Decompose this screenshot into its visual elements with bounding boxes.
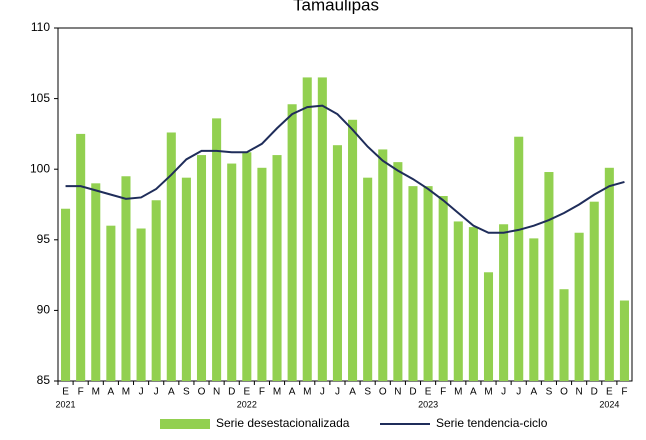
bar [106, 225, 116, 381]
bar [378, 149, 388, 381]
bar [121, 176, 131, 381]
bar [363, 177, 373, 381]
bar [559, 289, 569, 381]
bar [272, 155, 282, 381]
bar [574, 232, 584, 381]
y-tick-label: 85 [37, 373, 51, 387]
bar [544, 172, 554, 381]
bar [166, 132, 176, 381]
legend-label: Serie desestacionalizada [216, 416, 350, 430]
x-group-label: 2023 [418, 399, 438, 409]
x-tick-label: N [213, 387, 220, 398]
bar [287, 104, 297, 382]
x-tick-label: A [289, 387, 296, 398]
y-tick-label: 105 [30, 91, 50, 105]
x-tick-label: S [183, 387, 190, 398]
bar [61, 208, 71, 381]
bar [438, 196, 448, 381]
bar [483, 272, 494, 381]
bar [619, 300, 629, 381]
bar [468, 227, 478, 381]
x-tick-label: M [122, 387, 130, 398]
y-tick-label: 110 [31, 20, 50, 34]
bar [76, 133, 86, 381]
x-tick-label: A [168, 387, 175, 398]
bar [514, 136, 524, 381]
x-tick-label: M [273, 387, 281, 398]
x-tick-label: J [320, 387, 325, 398]
bar [242, 152, 252, 381]
legend-swatch [160, 419, 210, 429]
x-group-label: 2021 [56, 399, 76, 409]
x-tick-label: N [394, 387, 401, 398]
bar [317, 77, 327, 382]
x-tick-label: F [78, 387, 84, 398]
bar [423, 186, 433, 381]
x-tick-label: J [501, 387, 506, 398]
bar [151, 200, 161, 381]
x-tick-label: J [516, 387, 521, 398]
chart-title: Tamaulipas [293, 0, 379, 14]
x-tick-label: J [139, 387, 144, 398]
x-tick-label: E [243, 387, 250, 398]
x-tick-label: J [335, 387, 340, 398]
x-tick-label: J [154, 387, 159, 398]
x-tick-label: F [621, 387, 627, 398]
trend-line [65, 104, 625, 234]
bar [499, 224, 509, 381]
bar [348, 119, 358, 381]
y-tick-label: 100 [30, 161, 50, 175]
x-tick-label: A [349, 387, 356, 398]
bar [408, 186, 418, 381]
bar [181, 177, 191, 381]
bar [212, 118, 222, 382]
x-tick-label: O [198, 387, 206, 398]
x-group-label: 2024 [599, 399, 619, 409]
x-tick-label: E [425, 387, 432, 398]
bar [529, 238, 539, 381]
bar [332, 145, 342, 381]
bar [604, 167, 614, 381]
x-tick-label: A [108, 387, 115, 398]
x-tick-label: F [440, 387, 446, 398]
x-tick-label: O [560, 387, 568, 398]
bar [257, 167, 267, 381]
x-tick-label: M [454, 387, 462, 398]
x-group-label: 2022 [237, 399, 257, 409]
x-tick-label: M [92, 387, 100, 398]
bar [136, 228, 146, 381]
bar [393, 162, 403, 381]
bar [302, 77, 312, 382]
x-tick-label: O [379, 387, 387, 398]
bar [196, 155, 207, 381]
x-tick-label: E [606, 387, 613, 398]
x-tick-label: D [228, 387, 235, 398]
legend-label: Serie tendencia-ciclo [436, 416, 548, 430]
bar [453, 221, 463, 381]
x-tick-label: F [259, 387, 265, 398]
x-tick-label: S [546, 387, 553, 398]
y-tick-label: 95 [37, 232, 51, 246]
x-tick-label: S [364, 387, 371, 398]
bar [91, 183, 101, 381]
x-tick-label: M [484, 387, 492, 398]
x-tick-label: N [576, 387, 583, 398]
x-tick-label: M [303, 387, 311, 398]
bar [227, 163, 237, 381]
x-tick-label: A [530, 387, 537, 398]
bar [589, 201, 599, 381]
x-tick-label: D [409, 387, 416, 398]
x-tick-label: D [591, 387, 598, 398]
x-tick-label: A [470, 387, 477, 398]
y-tick-label: 90 [37, 303, 51, 317]
x-tick-label: E [62, 387, 69, 398]
